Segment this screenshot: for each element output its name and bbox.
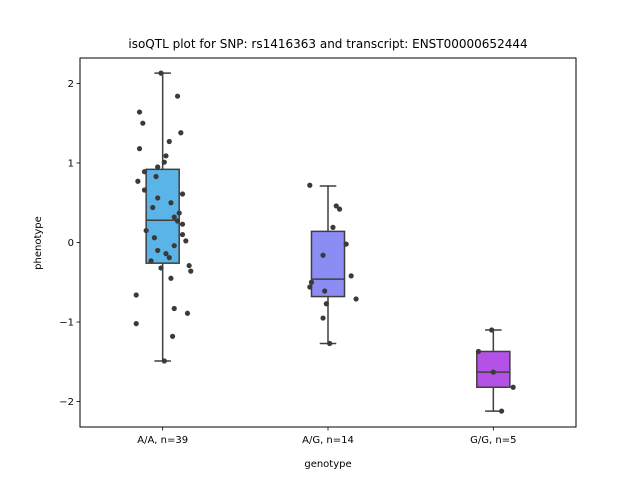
data-point xyxy=(168,200,174,206)
data-point xyxy=(348,273,354,279)
data-point xyxy=(158,70,164,76)
data-point xyxy=(179,221,186,227)
y-axis-label: phenotype xyxy=(33,216,44,270)
data-point xyxy=(141,169,148,175)
data-point xyxy=(353,296,359,302)
data-point xyxy=(174,93,181,99)
chart-title: isoQTL plot for SNP: rs1416363 and trans… xyxy=(128,37,527,51)
data-point xyxy=(169,333,176,339)
data-point xyxy=(307,284,313,290)
x-axis: A/A, n=39 A/G, n=14 G/G, n=5 xyxy=(137,427,516,446)
data-point xyxy=(155,164,161,170)
data-point xyxy=(320,252,326,258)
data-point xyxy=(163,251,169,257)
data-point xyxy=(155,195,161,201)
data-point xyxy=(499,408,505,414)
data-point xyxy=(168,275,174,281)
data-point xyxy=(489,327,495,333)
data-point xyxy=(174,218,181,224)
data-point xyxy=(135,178,141,184)
data-point xyxy=(330,224,336,230)
data-point xyxy=(178,130,184,136)
data-point xyxy=(176,210,182,216)
data-point xyxy=(151,235,157,241)
data-point xyxy=(171,305,177,312)
y-tick-label: −1 xyxy=(59,318,74,329)
x-tick-label: A/A, n=39 xyxy=(137,435,188,446)
x-tick-label: G/G, n=5 xyxy=(470,435,516,446)
data-point xyxy=(133,292,139,298)
data-point xyxy=(510,384,516,390)
plot-area xyxy=(133,70,516,414)
data-point xyxy=(136,146,143,152)
data-point xyxy=(184,310,191,316)
data-point xyxy=(166,138,172,145)
data-point xyxy=(163,153,169,159)
y-tick-label: −2 xyxy=(59,397,74,408)
data-point xyxy=(153,173,159,180)
data-point xyxy=(188,268,194,274)
data-point xyxy=(186,262,192,269)
data-point xyxy=(320,315,326,321)
y-tick-label: 0 xyxy=(68,238,74,249)
data-point xyxy=(179,231,186,238)
y-axis: 2 1 0 −1 −2 xyxy=(59,79,80,408)
data-point xyxy=(150,204,156,211)
data-point xyxy=(136,109,143,115)
data-point xyxy=(171,243,177,249)
data-point xyxy=(343,241,349,247)
data-point xyxy=(322,288,328,294)
data-point xyxy=(308,279,315,285)
y-tick-label: 2 xyxy=(68,79,74,90)
data-point xyxy=(141,187,148,193)
data-point xyxy=(140,120,146,126)
x-tick-label: A/G, n=14 xyxy=(302,435,354,446)
box-iqr xyxy=(310,230,346,298)
y-tick-label: 1 xyxy=(68,158,74,169)
data-point xyxy=(166,255,172,261)
data-point xyxy=(333,203,339,209)
x-axis-label: genotype xyxy=(304,459,351,470)
data-point xyxy=(148,258,154,264)
data-point xyxy=(183,238,189,244)
data-point xyxy=(336,206,343,212)
data-point xyxy=(323,301,329,307)
data-point xyxy=(171,214,177,220)
data-point xyxy=(490,369,496,375)
data-point xyxy=(475,348,482,355)
data-point xyxy=(133,321,139,327)
data-point xyxy=(179,191,186,197)
box-iqr xyxy=(476,350,511,388)
data-point xyxy=(307,182,313,188)
data-point xyxy=(158,265,164,271)
data-point xyxy=(161,358,167,364)
data-point xyxy=(327,340,333,347)
data-point xyxy=(155,247,161,254)
data-point xyxy=(161,159,167,165)
data-point xyxy=(143,227,149,234)
